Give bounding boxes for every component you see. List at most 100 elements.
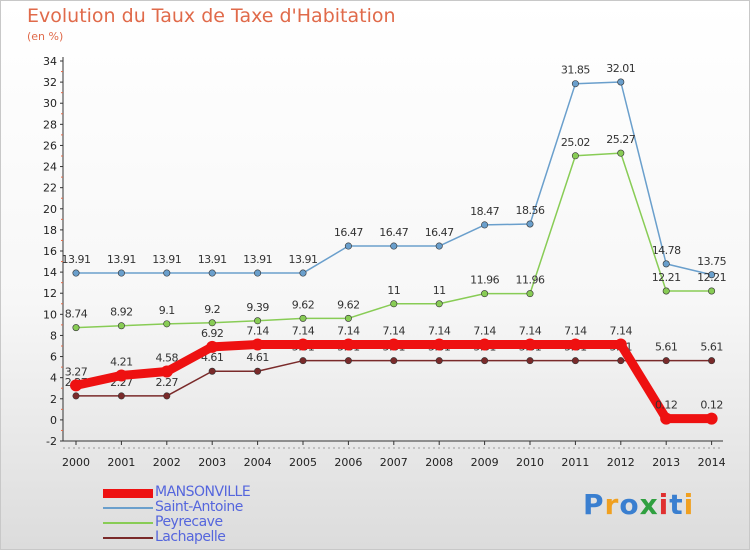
logo-letter: i — [658, 488, 670, 521]
data-label: 9.1 — [159, 304, 175, 317]
x-tick-label: 2009 — [471, 456, 499, 469]
data-point — [481, 290, 489, 298]
data-point — [206, 340, 219, 353]
data-label: 7.14 — [337, 325, 360, 338]
y-tick-label: 20 — [43, 203, 57, 216]
data-point — [163, 320, 171, 328]
data-point — [299, 314, 307, 322]
legend-item-mansonville: MANSONVILLE — [103, 484, 323, 501]
y-tick-label: 10 — [43, 308, 57, 321]
legend-swatch — [103, 522, 153, 524]
x-tick-label: 2001 — [107, 456, 135, 469]
data-label: 13.91 — [289, 253, 318, 266]
x-tick-label: 2000 — [62, 456, 90, 469]
data-label: 7.14 — [610, 325, 633, 338]
data-point — [251, 338, 264, 351]
logo-letter: x — [639, 488, 659, 521]
data-point — [433, 338, 446, 351]
x-tick-label: 2013 — [652, 456, 680, 469]
data-point — [387, 338, 400, 351]
logo-letter: o — [619, 488, 640, 521]
data-label: 0.12 — [655, 399, 678, 412]
legend-label: Lachapelle — [155, 529, 226, 545]
y-tick-label: 28 — [43, 118, 57, 131]
data-point — [708, 287, 716, 295]
data-label: 32.01 — [606, 62, 635, 75]
data-point — [571, 80, 579, 88]
data-label: 13.91 — [243, 253, 272, 266]
x-tick-label: 2007 — [380, 456, 408, 469]
data-label: 11.96 — [516, 274, 545, 287]
data-label: 9.2 — [204, 303, 220, 316]
data-label: 6.92 — [201, 327, 224, 340]
y-tick-label: 6 — [50, 351, 57, 364]
data-point — [72, 269, 80, 277]
data-point — [708, 357, 716, 365]
data-point — [481, 221, 489, 229]
data-label: 11.96 — [470, 274, 499, 287]
legend-item-lachapelle: Lachapelle — [103, 529, 323, 546]
data-point — [481, 357, 489, 365]
y-tick-label: 8 — [50, 329, 57, 342]
data-label: 13.91 — [198, 253, 227, 266]
data-label: 16.47 — [425, 226, 454, 239]
data-label: 0.12 — [700, 399, 723, 412]
data-label: 25.27 — [606, 133, 635, 146]
legend-item-saint-antoine: Saint-Antoine — [103, 499, 323, 516]
data-label: 7.14 — [519, 325, 542, 338]
logo-letter: t — [669, 488, 684, 521]
data-label: 14.78 — [652, 244, 681, 257]
data-point — [299, 357, 307, 365]
data-point — [117, 322, 125, 330]
data-label: 2.27 — [156, 376, 179, 389]
data-point — [254, 317, 262, 325]
data-label: 13.75 — [697, 255, 726, 268]
data-point — [208, 319, 216, 327]
data-point — [299, 269, 307, 277]
data-point — [342, 338, 355, 351]
data-point — [435, 300, 443, 308]
data-point — [526, 290, 534, 298]
data-label: 8.74 — [65, 308, 88, 321]
logo-letter: r — [604, 488, 620, 521]
data-point — [614, 338, 627, 351]
legend-swatch — [103, 488, 153, 498]
data-point — [390, 357, 398, 365]
data-point — [297, 338, 309, 351]
data-point — [72, 392, 80, 400]
data-point — [208, 269, 216, 277]
data-label: 12.21 — [697, 271, 726, 284]
data-label: 11 — [433, 284, 446, 297]
y-tick-label: 22 — [43, 182, 57, 195]
data-point — [344, 314, 352, 322]
data-point — [163, 269, 171, 277]
legend-label: Saint-Antoine — [155, 499, 243, 515]
y-tick-label: -2 — [46, 435, 57, 448]
data-label: 7.14 — [473, 325, 496, 338]
legend-swatch — [103, 537, 153, 539]
data-point — [390, 300, 398, 308]
data-point — [662, 357, 670, 365]
data-label: 11 — [387, 284, 400, 297]
data-point — [569, 338, 582, 351]
data-point — [344, 357, 352, 365]
data-label: 13.91 — [107, 253, 136, 266]
data-point — [660, 412, 673, 425]
data-point — [617, 149, 625, 157]
x-tick-label: 2005 — [289, 456, 317, 469]
data-label: 7.14 — [246, 325, 269, 338]
data-point — [72, 324, 80, 332]
series-saint-antoine: 13.91 13.91 13.91 13.91 13.91 13.91 16.47 16.47… — [62, 62, 727, 279]
data-label: 16.47 — [334, 226, 363, 239]
y-tick-label: 34 — [43, 55, 57, 68]
y-tick-label: 30 — [43, 97, 57, 110]
data-label: 5.61 — [700, 341, 723, 354]
x-tick-label: 2010 — [516, 456, 544, 469]
data-point — [617, 78, 625, 86]
x-tick-label: 2003 — [198, 456, 226, 469]
legend-swatch — [103, 507, 153, 509]
data-label: 5.61 — [655, 341, 678, 354]
x-tick-label: 2008 — [425, 456, 453, 469]
y-tick-label: 4 — [50, 372, 57, 385]
